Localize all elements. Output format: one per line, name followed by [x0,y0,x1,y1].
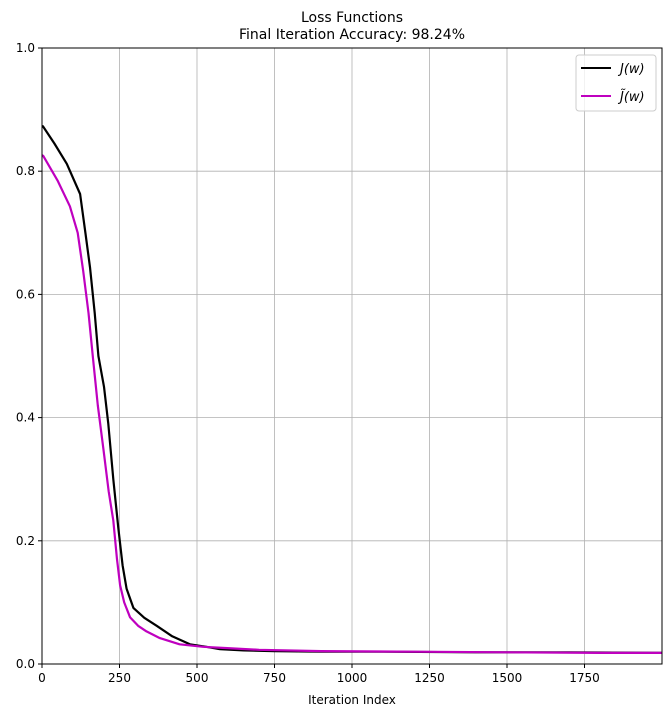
y-tick-label: 1.0 [16,41,35,55]
grid [41,47,662,665]
series-lines [41,125,662,655]
x-tick-label: 1250 [414,671,445,685]
x-tick-label: 1750 [569,671,600,685]
series-line-j-tilde [41,154,662,655]
x-tick-label: 500 [186,671,209,685]
x-tick-label: 250 [108,671,131,685]
y-tick-label: 0.8 [16,164,35,178]
ticks: 0 250 500 750 1000 1250 1500 1750 0.0 0.2 0.4 0.6 0.… [16,41,600,685]
chart-subtitle: Final Iteration Accuracy: 98.24% [239,27,465,43]
x-tick-label: 1500 [492,671,523,685]
legend-label-j-tilde: J̃(w) [617,90,645,105]
x-axis-label: Iteration Index [308,693,396,707]
x-tick-label: 1000 [337,671,368,685]
legend: J(w) J̃(w) [575,54,657,112]
y-tick-label: 0.6 [16,287,35,301]
y-tick-label: 0.2 [16,534,35,548]
x-tick-label: 0 [38,671,46,685]
plot-frame [41,47,663,665]
y-tick-label: 0.0 [16,657,35,671]
chart-title: Loss Functions [301,10,403,26]
legend-label-j: J(w) [617,62,645,77]
y-tick-label: 0.4 [16,411,35,425]
x-tick-label: 750 [263,671,286,685]
